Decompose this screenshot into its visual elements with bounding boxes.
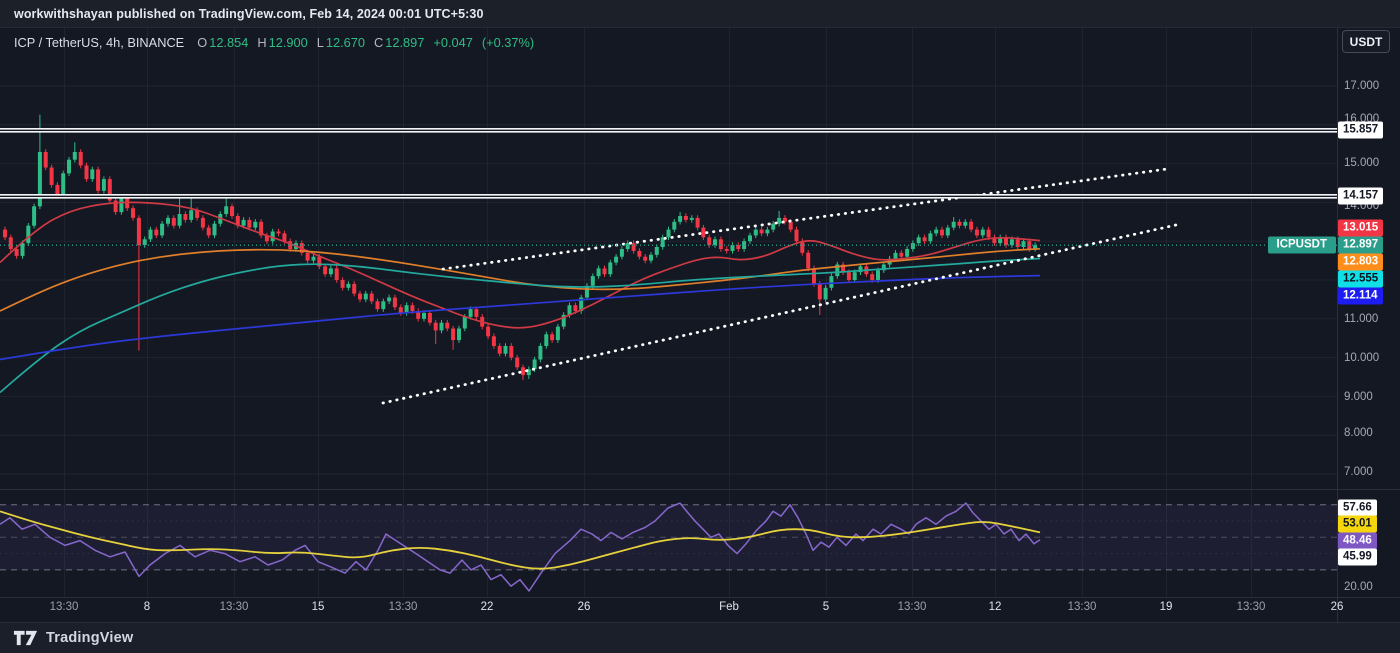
price-label: 15.857 [1338,121,1384,139]
channel-lower [381,222,1182,405]
time-axis-label: Feb [719,601,739,613]
ma-slow [0,257,1041,394]
time-axis-label: 13:30 [219,601,249,613]
ma-lines [0,201,1041,394]
attribution-text: workwithshayan published on TradingView.… [14,6,484,21]
channel-upper [441,167,1169,271]
price-axis-tick: 15.000 [1344,157,1380,169]
time-axis-label: 19 [1159,601,1173,613]
time-axis-label: 13:30 [1236,601,1266,613]
price-change: +0.047 [433,35,473,50]
time-axis-label: 22 [480,601,494,613]
price-label: 53.01 [1338,515,1377,533]
time-axis-label: 13:30 [897,601,927,613]
rsi-line [0,502,1041,592]
price-change-percent: (+0.37%) [481,35,535,50]
ma-fast [0,201,1041,329]
rsi-lines [0,502,1041,592]
price-label: 12.897 [1338,236,1384,254]
price-axis-tick: 20.00 [1344,581,1373,593]
separators [0,28,1400,622]
price-axis-tick: 9.000 [1344,391,1373,403]
price-label: 57.66 [1338,499,1377,517]
price-axis-tick: 8.000 [1344,427,1373,439]
trendlines [381,167,1182,405]
tradingview-brand-text: TradingView [46,630,134,646]
symbol-header: ICP / TetherUS, 4h, BINANCE O 12.854 H 1… [14,35,534,50]
price-axis-tick: 11.000 [1344,313,1379,325]
price-label: 14.157 [1338,187,1384,205]
time-axis-label: 8 [143,601,151,613]
time-axis-label: 12 [988,601,1002,613]
time-axis-label: 26 [577,601,591,613]
tradingview-link[interactable]: TradingView [0,622,1400,653]
time-axis-label: 15 [311,601,325,613]
ohlc-high: H 12.900 [257,35,308,50]
rsi-pane [0,504,1337,571]
rsi-ma-line [0,510,1041,570]
price-axis-tick: 17.000 [1344,80,1380,92]
ohlc-open: O 12.854 [197,35,249,50]
ma-slowest [0,274,1041,361]
grid [0,28,1338,598]
price-label: 12.555 [1338,270,1384,288]
price-label: 13.015 [1338,219,1384,237]
time-axis-label: 5 [822,601,830,613]
time-axis-label: 13:30 [388,601,418,613]
symbol-title: ICP / TetherUS, 4h, BINANCE [14,35,185,50]
ohlc-low: L 12.670 [316,35,365,50]
candlestick-series [3,114,1038,381]
time-axis-label: 13:30 [1067,601,1097,613]
attribution-bar: workwithshayan published on TradingView.… [0,0,1400,28]
price-label: 45.99 [1338,548,1377,566]
price-axis-tick: 7.000 [1344,466,1373,478]
price-label: 12.114 [1338,287,1383,305]
time-axis-label: 13:30 [49,601,79,613]
time-axis-label: 26 [1330,601,1344,613]
price-label: 48.46 [1338,532,1377,550]
price-label: 12.803 [1338,253,1384,271]
tradingview-logo-icon [13,630,38,646]
ohlc-close: C 12.897 [374,35,425,50]
currency-toggle-button[interactable]: USDT [1342,30,1390,53]
last-price-symbol-tag: ICPUSDT [1267,236,1336,254]
ma-medium [0,247,1041,312]
horizontal-levels [0,128,1337,199]
price-axis-tick: 10.000 [1344,352,1380,364]
